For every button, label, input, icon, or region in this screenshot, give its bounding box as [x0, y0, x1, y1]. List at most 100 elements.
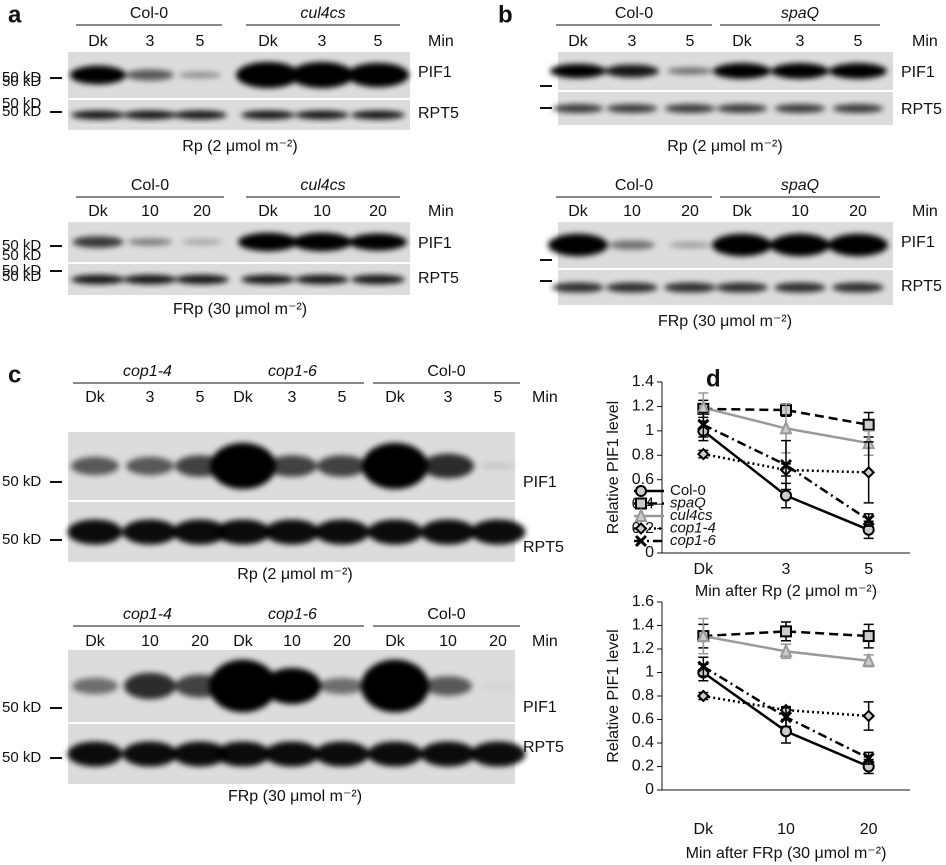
band: [70, 65, 126, 85]
size-marker: 50 kD: [2, 749, 41, 766]
lane-label: 20: [681, 203, 699, 220]
y-tick-label: 0.8: [632, 687, 654, 704]
y-tick-label: 1.4: [632, 617, 654, 634]
y-tick-label: 1.4: [632, 373, 654, 390]
panel-label: c: [8, 361, 21, 388]
band: [470, 741, 526, 767]
y-tick-label: 0: [645, 781, 654, 798]
bands: [71, 442, 517, 490]
band: [71, 274, 125, 285]
lane-label: 3: [146, 33, 155, 50]
band: [424, 676, 472, 696]
marker: [779, 419, 793, 435]
band: [241, 110, 295, 120]
lane-label: 10: [313, 203, 331, 220]
size-marker: 50 kD: [2, 237, 41, 254]
bands: [552, 104, 884, 113]
band: [264, 519, 320, 545]
band: [832, 282, 884, 293]
lane-label: 10: [283, 633, 301, 650]
marker: [779, 458, 793, 472]
band: [126, 69, 174, 81]
y-tick-label: 0.6: [632, 711, 654, 728]
protein-label: PIF1: [418, 235, 452, 252]
band: [215, 519, 271, 545]
lane-label: Dk: [568, 33, 589, 50]
band: [667, 67, 713, 75]
lane-label: 5: [854, 33, 863, 50]
band: [771, 63, 829, 79]
band: [609, 240, 655, 250]
lane-label: Dk: [233, 633, 254, 650]
band: [713, 63, 771, 79]
legend-marker: [635, 485, 647, 497]
band: [126, 456, 174, 476]
band: [548, 233, 608, 257]
band: [67, 519, 123, 545]
size-marker: 50 kD: [2, 95, 41, 112]
marker: [696, 447, 710, 461]
unit-label: Min: [912, 203, 938, 220]
bands: [67, 741, 526, 767]
band: [832, 104, 884, 113]
band: [716, 282, 768, 293]
x-axis-title: Min after Rp (2 μmol m⁻²): [695, 583, 877, 600]
bands: [552, 282, 884, 293]
lane-label: 10: [791, 203, 809, 220]
lane-label: 20: [193, 203, 211, 220]
panel-label: d: [706, 365, 721, 392]
marker: [696, 689, 710, 703]
marker: [780, 489, 792, 502]
unit-label: Min: [532, 633, 558, 650]
protein-label: PIF1: [418, 64, 452, 81]
x-tick-label: Dk: [694, 561, 715, 578]
marker: [862, 465, 876, 479]
lane-label: 10: [141, 203, 159, 220]
x-axis-title: Min after FRp (30 μmol m⁻²): [686, 845, 887, 862]
bands: [71, 274, 405, 285]
lane-label: 3: [628, 33, 637, 50]
band: [361, 659, 429, 713]
bands: [550, 63, 887, 79]
protein-label: RPT5: [523, 539, 564, 556]
lane-label: 10: [439, 633, 457, 650]
band: [236, 61, 300, 89]
lane-label: 20: [369, 203, 387, 220]
band: [264, 741, 320, 767]
bands: [72, 232, 407, 252]
marker: [780, 725, 792, 738]
band: [664, 104, 716, 113]
band: [295, 274, 349, 285]
band: [314, 741, 370, 767]
size-marker: 50 kD: [2, 73, 41, 90]
protein-label: RPT5: [523, 739, 564, 756]
marker: [697, 660, 710, 673]
band: [319, 677, 365, 695]
lane-label: Dk: [385, 389, 406, 406]
lane-label: 3: [318, 33, 327, 50]
band: [770, 233, 830, 257]
group-label: Col-0: [615, 177, 653, 194]
protein-label: PIF1: [523, 474, 557, 491]
y-tick-label: 0.2: [632, 758, 654, 775]
lane-label: Dk: [233, 389, 254, 406]
group-label: Col-0: [131, 177, 169, 194]
x-tick-label: 5: [864, 561, 873, 578]
band: [367, 519, 423, 545]
group-label: Col-0: [427, 606, 465, 623]
band: [290, 61, 354, 89]
band: [127, 238, 173, 246]
band: [124, 672, 176, 700]
unit-label: Min: [428, 203, 454, 220]
panel-label: b: [498, 1, 513, 28]
x-tick-label: 3: [782, 561, 791, 578]
x-tick-label: 10: [777, 821, 795, 838]
group-label: cul4cs: [300, 177, 345, 194]
caption: FRp (30 μmol m⁻²): [173, 301, 307, 318]
lane-label: 10: [623, 203, 641, 220]
lane-label: 5: [196, 33, 205, 50]
band: [606, 104, 658, 113]
band: [122, 519, 178, 545]
band: [605, 64, 659, 78]
